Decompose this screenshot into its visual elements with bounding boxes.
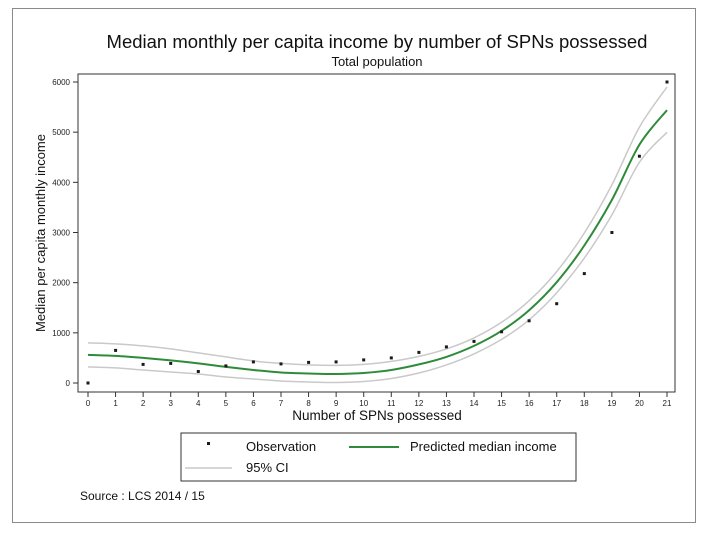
- ci-upper-line: [87, 86, 668, 367]
- predicted-line: [87, 109, 668, 376]
- x-tick-label-14: 14: [470, 399, 479, 408]
- legend: Observation Predicted median income 95% …: [180, 432, 577, 482]
- observation-point-15: [500, 330, 504, 334]
- x-axis-label: Number of SPNs possessed: [292, 408, 462, 423]
- x-tick-label-7: 7: [279, 399, 284, 408]
- x-tick-label-18: 18: [580, 399, 589, 408]
- legend-predicted-label: Predicted median income: [410, 439, 557, 454]
- x-tick-label-8: 8: [306, 399, 311, 408]
- observation-point-9: [334, 360, 338, 364]
- observation-point-7: [279, 362, 283, 366]
- x-tick-label-4: 4: [196, 399, 201, 408]
- x-tick-label-15: 15: [497, 399, 506, 408]
- observation-point-8: [307, 360, 311, 364]
- y-tick-label-0: 0: [66, 379, 71, 388]
- observation-point-6: [251, 360, 255, 364]
- y-tick-label-2: 2000: [52, 279, 70, 288]
- x-tick-label-2: 2: [141, 399, 146, 408]
- x-tick-label-16: 16: [525, 399, 534, 408]
- x-tick-label-19: 19: [607, 399, 616, 408]
- observation-point-5: [224, 364, 228, 368]
- observation-point-0: [86, 381, 90, 385]
- x-tick-label-5: 5: [224, 399, 229, 408]
- observation-point-19: [610, 231, 614, 234]
- y-tick-label-4: 4000: [52, 178, 70, 187]
- x-tick-label-20: 20: [635, 399, 644, 408]
- legend-observation-marker: [207, 442, 210, 445]
- y-tick-label-3: 3000: [52, 229, 70, 238]
- plot-border: [77, 73, 676, 393]
- observation-point-21: [665, 80, 669, 84]
- x-tick-label-21: 21: [663, 399, 672, 408]
- legend-box: [180, 432, 577, 482]
- x-tick-label-13: 13: [442, 399, 451, 408]
- observation-point-17: [555, 302, 559, 306]
- x-tick-label-17: 17: [552, 399, 561, 408]
- y-tick-label-5: 5000: [52, 128, 70, 137]
- x-tick-label-6: 6: [251, 399, 256, 408]
- chart-title: Median monthly per capita income by numb…: [107, 31, 648, 52]
- x-tick-label-3: 3: [168, 399, 173, 408]
- x-tick-label-9: 9: [334, 399, 339, 408]
- observation-point-16: [527, 319, 531, 323]
- ci-lower-line: [87, 131, 668, 384]
- y-tick-label-1: 1000: [52, 329, 70, 338]
- observation-point-13: [444, 345, 448, 349]
- y-tick-label-6: 6000: [52, 78, 70, 87]
- x-tick-label-10: 10: [359, 399, 368, 408]
- observation-point-3: [169, 361, 173, 365]
- source-note: Source : LCS 2014 / 15: [80, 489, 205, 503]
- legend-observation-label: Observation: [246, 439, 316, 454]
- observation-point-2: [141, 362, 145, 366]
- observation-point-18: [582, 272, 586, 276]
- observation-point-20: [637, 154, 641, 158]
- observation-point-11: [389, 356, 393, 360]
- x-tick-label-1: 1: [113, 399, 118, 408]
- x-tick-label-12: 12: [414, 399, 423, 408]
- x-tick-label-11: 11: [387, 399, 396, 408]
- observation-point-4: [196, 370, 200, 373]
- observation-point-1: [114, 348, 118, 352]
- observation-point-12: [417, 350, 421, 354]
- chart-subtitle: Total population: [331, 54, 422, 69]
- observation-point-14: [472, 339, 476, 343]
- y-axis-label: Median per capita monthly income: [33, 134, 48, 332]
- observation-point-10: [362, 358, 366, 362]
- legend-ci-label: 95% CI: [246, 460, 289, 475]
- x-tick-label-0: 0: [86, 399, 91, 408]
